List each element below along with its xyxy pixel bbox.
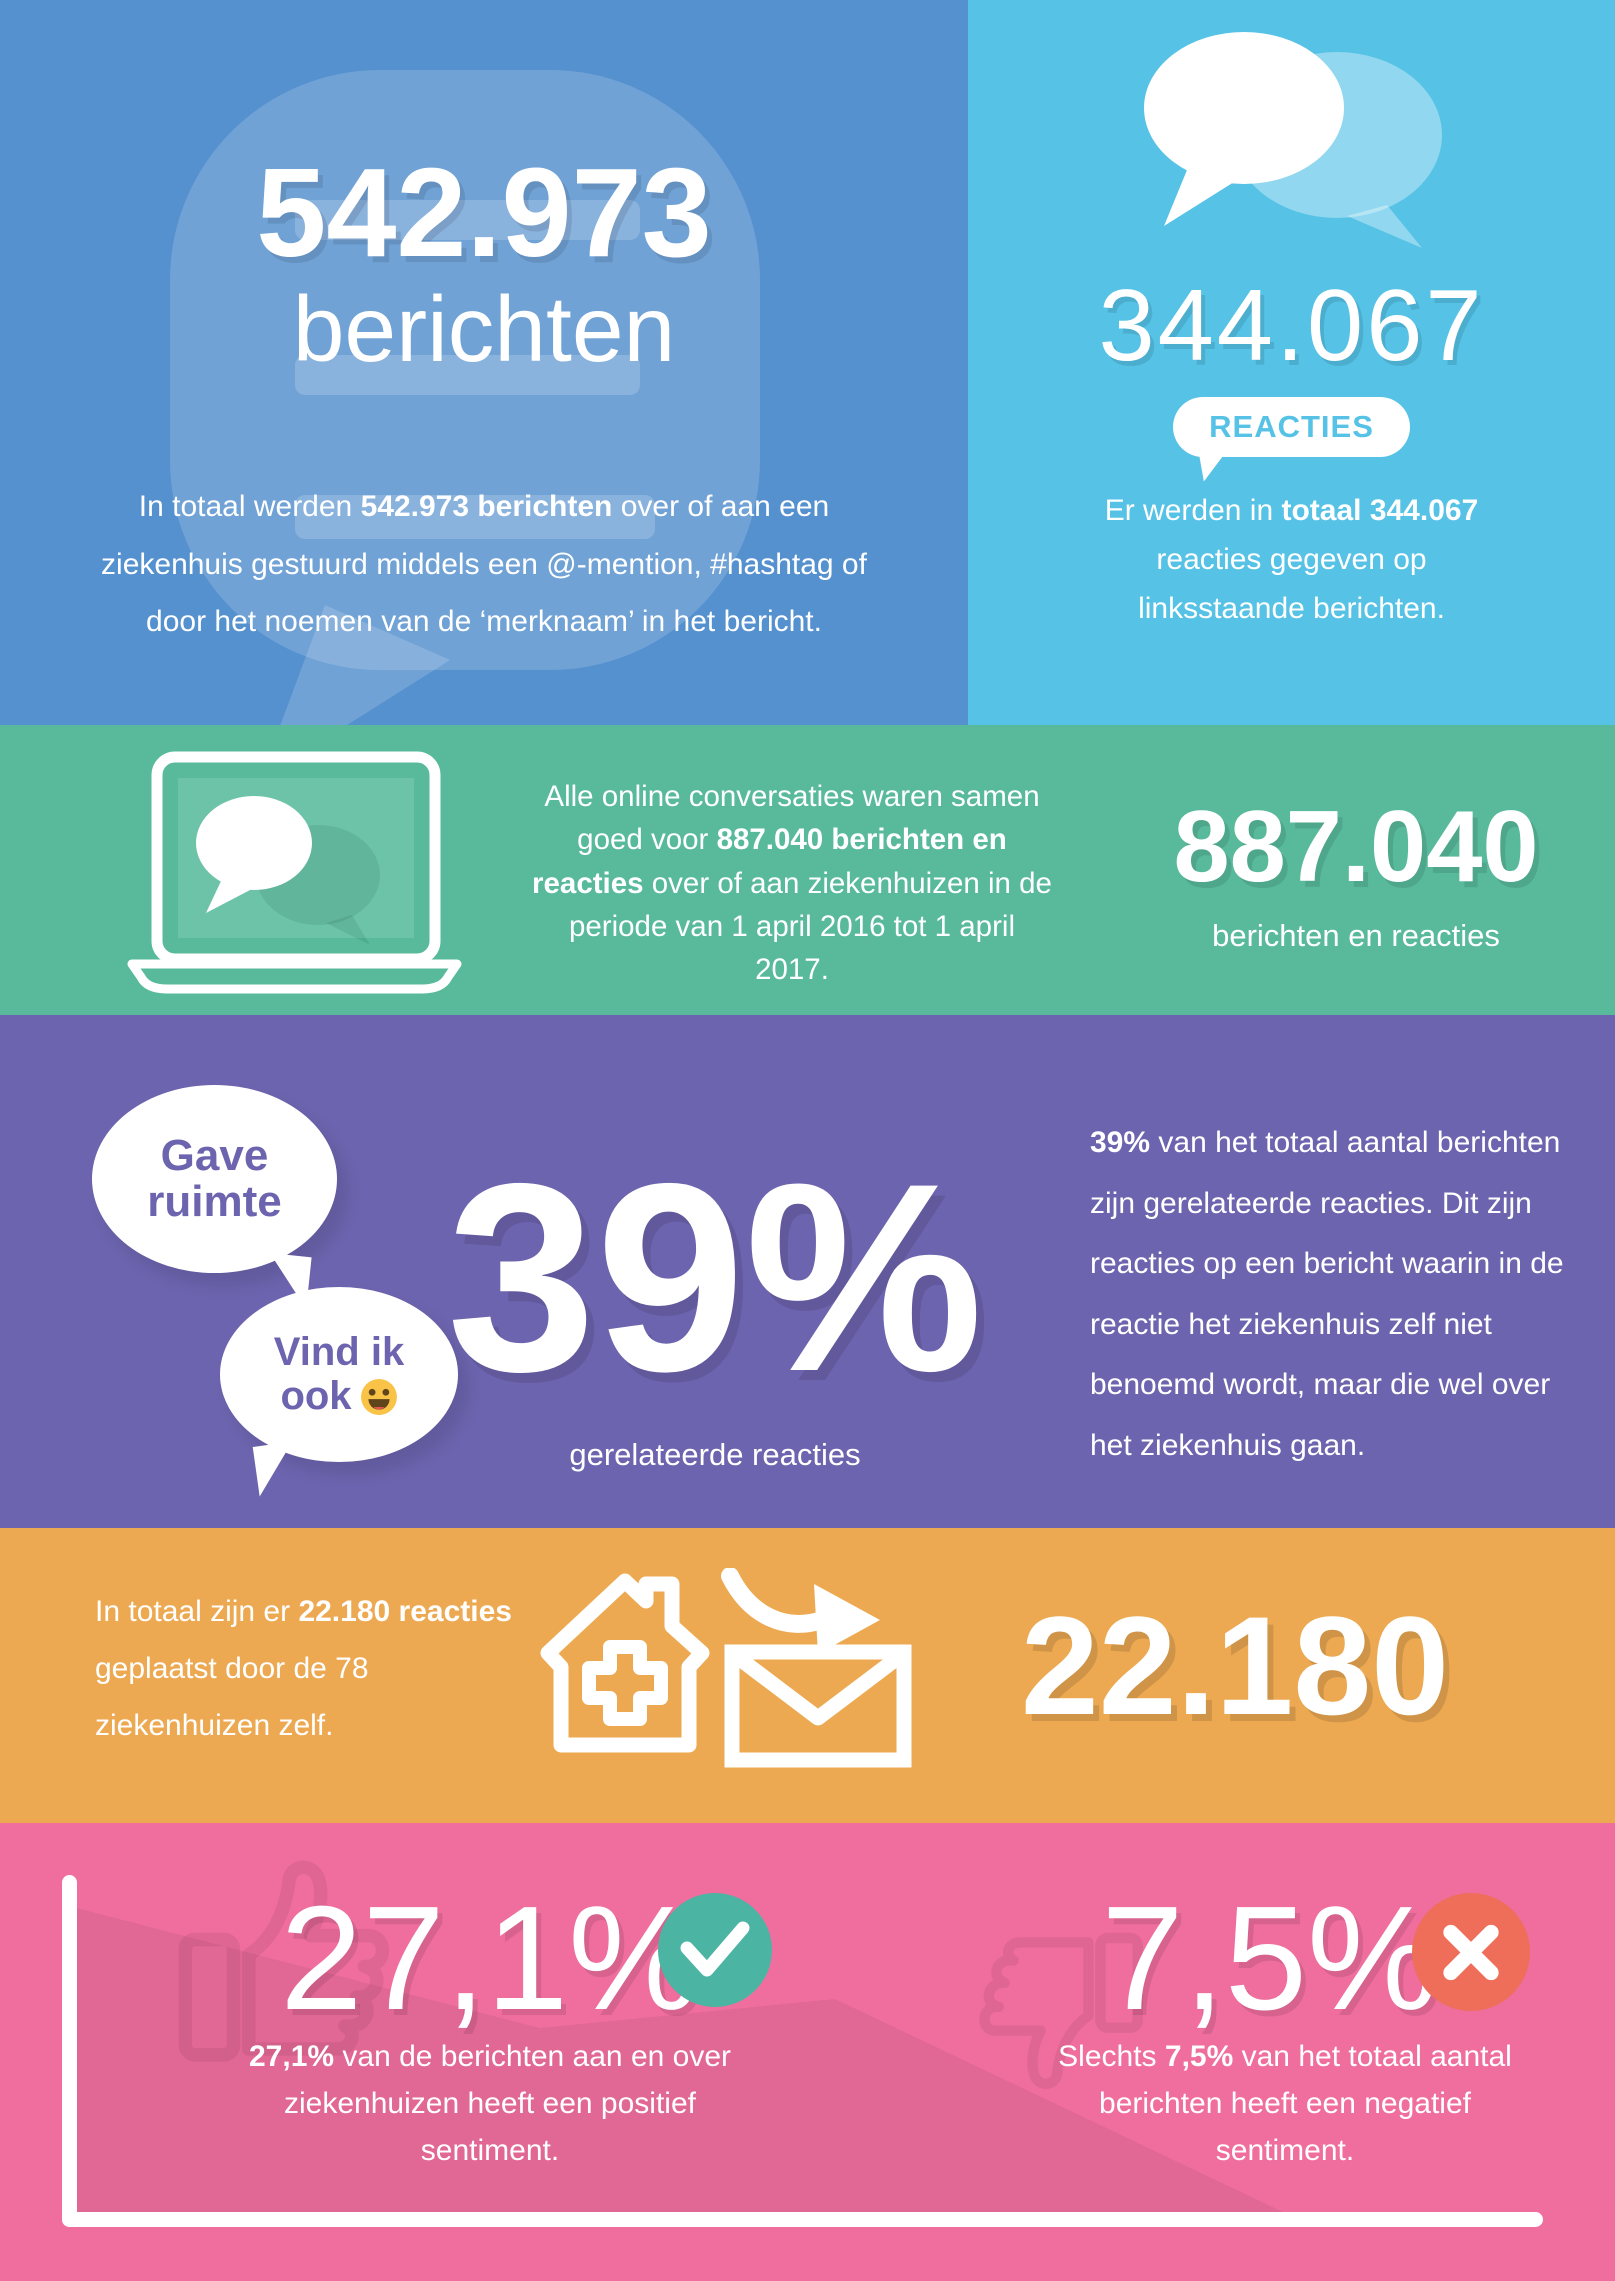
bubble-vind-label: Vind ik ook (259, 1331, 419, 1417)
mountain-background (65, 1905, 1283, 2212)
cross-icon (1412, 1893, 1530, 2011)
gerelateerd-total: 39% gerelateerde reacties (420, 1143, 1010, 1473)
zelf-big-number: 22.180 (1020, 1587, 1450, 1744)
conversaties-paragraph-part: over of aan ziekenhuizen in de periode v… (568, 866, 1052, 987)
berichten-column: 542.973 berichten In totaal werden 542.9… (0, 0, 968, 780)
negatief-caption-part: Slechts (1058, 2040, 1165, 2073)
conversaties-big-label: berichten en reacties (1212, 918, 1500, 953)
bubble-vind-tail (252, 1441, 300, 1497)
speech-bubble-gave-icon: Gave ruimte (92, 1085, 337, 1310)
gerelateerd-big-number: 39% (446, 1127, 984, 1427)
berichten-paragraph-part: over of aan een ziekenhuis gestuurd midd… (101, 490, 867, 639)
section-reacties-total: 344.067 REACTIES Er werden in totaal 344… (968, 0, 1615, 725)
conversaties-big-number: 887.040 (1173, 791, 1539, 903)
bubble-gave-label: Gave ruimte (147, 1130, 282, 1226)
reacties-paragraph-bold: totaal 344.067 (1281, 494, 1479, 527)
section-gerelateerde-reacties: Gave ruimte Vind ik ook 39% gerelateerde… (0, 1015, 1615, 1528)
badge-tail (1198, 446, 1236, 482)
zelf-paragraph-bold: 22.180 reacties (298, 1595, 512, 1628)
section-sentiment: 27,1% 27,1% van de berichten aan en over… (0, 1823, 1615, 2281)
positief-caption-part: van de berichten aan en over ziekenhuize… (284, 2040, 732, 2168)
berichten-big-label: berichten (292, 277, 676, 381)
smiley-emoji-icon (360, 1378, 397, 1415)
speech-bubble-ghost-icon (170, 70, 760, 780)
positief-caption-bold: 27,1% (248, 2040, 335, 2073)
negatief-caption-part: van het totaal aantal berichten heeft ee… (1099, 2040, 1512, 2168)
reacties-badge: REACTIES (1173, 397, 1410, 482)
thumbs-down-icon (979, 1932, 1143, 2090)
berichten-big-number: 542.973 (256, 142, 712, 283)
berichten-paragraph-bold: 542.973 berichten (360, 490, 613, 524)
zelf-paragraph-part: geplaatst door de 78 ziekenhuizen zelf. (95, 1652, 369, 1742)
section-conversaties: Alle online conversaties waren samen goe… (0, 725, 1615, 1015)
laptop-chat-icon (122, 747, 467, 1000)
envelope-share-icon (714, 1567, 918, 1779)
gerelateerd-big-label: gerelateerde reacties (569, 1437, 861, 1472)
chart-frame-horizontal (62, 2212, 1543, 2227)
chart-frame-vertical (62, 1875, 77, 2227)
negatief-percentage: 7,5% (1101, 1876, 1439, 2041)
conversaties-paragraph-bold: 887.040 berichten en reacties (532, 823, 1007, 900)
reacties-paragraph-part: reacties gegeven op linksstaande bericht… (1138, 542, 1445, 625)
section-reacties-zelf: In totaal zijn er 22.180 reacties geplaa… (0, 1528, 1615, 1823)
reacties-paragraph: Er werden in totaal 344.067 reacties geg… (1077, 487, 1507, 634)
thumbs-up-icon (178, 1860, 390, 2062)
gerelateerd-paragraph-bold: 39% (1090, 1126, 1151, 1159)
reacties-big-number: 344.067 (1098, 270, 1485, 382)
chat-bubbles-icon (1143, 32, 1442, 248)
reacties-badge-label: REACTIES (1209, 409, 1374, 444)
conversaties-paragraph: Alle online conversaties waren samen goe… (528, 775, 1056, 992)
checkmark-icon (658, 1893, 772, 2007)
berichten-paragraph: In totaal werden 542.973 berichten over … (84, 478, 884, 651)
bubble-vind-text: Vind ik ook (273, 1330, 405, 1418)
section-berichten-total: 542.973 berichten In totaal werden 542.9… (0, 0, 968, 780)
hospital-icon (532, 1563, 718, 1770)
berichten-paragraph-part: In totaal werden (138, 490, 361, 524)
positief-caption: 27,1% van de berichten aan en over zieke… (230, 2033, 750, 2174)
speech-bubble-vind-icon: Vind ik ook (220, 1287, 458, 1497)
positief-percentage: 27,1% (280, 1876, 700, 2041)
reacties-column: 344.067 REACTIES Er werden in totaal 344… (968, 0, 1615, 725)
zelf-paragraph-part: In totaal zijn er (95, 1595, 299, 1628)
reacties-paragraph-part: Er werden in (1104, 494, 1282, 527)
gerelateerd-paragraph: 39% van het totaal aantal berichten zijn… (1090, 1113, 1570, 1477)
gerelateerd-paragraph-part: van het totaal aantal berichten zijn ger… (1090, 1126, 1564, 1462)
zelf-paragraph: In totaal zijn er 22.180 reacties geplaa… (95, 1583, 545, 1754)
negatief-caption-bold: 7,5% (1164, 2040, 1234, 2073)
negatief-caption: Slechts 7,5% van het totaal aantal beric… (1030, 2033, 1540, 2174)
conversaties-total: 887.040 berichten en reacties (1100, 797, 1612, 954)
conversaties-paragraph-part: Alle online conversaties waren samen goe… (544, 780, 1040, 857)
